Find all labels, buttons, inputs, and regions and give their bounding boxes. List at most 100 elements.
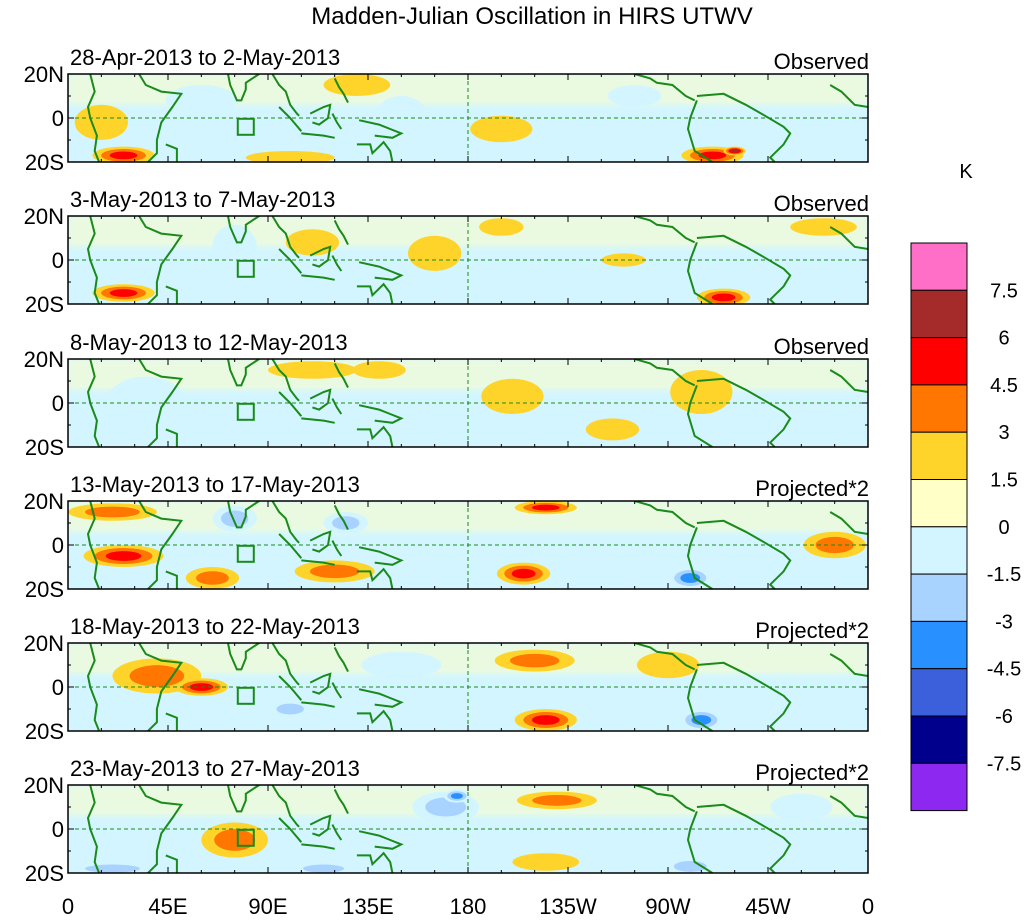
contour-level <box>214 829 256 851</box>
contour-level <box>680 573 701 583</box>
coastline <box>686 385 713 447</box>
coastline <box>138 501 184 589</box>
coastline <box>301 843 335 850</box>
y-tick-label: 0 <box>52 106 64 131</box>
colorbar-swatch <box>910 242 968 291</box>
contour-level <box>220 510 249 527</box>
y-tick-label: 20S <box>25 861 64 886</box>
region-box <box>236 686 255 705</box>
colorbar-label: -3 <box>995 611 1013 633</box>
contour-level <box>531 715 560 725</box>
y-tick-label: 20N <box>24 489 64 514</box>
coastline <box>358 119 404 139</box>
contour-level <box>479 218 524 236</box>
contour-level <box>636 651 700 679</box>
panel-label: Projected*2 <box>755 476 869 501</box>
coastline <box>271 359 300 402</box>
contour-level <box>505 257 586 285</box>
panel-date-range: 18-May-2013 to 22-May-2013 <box>70 614 360 639</box>
coastline <box>301 701 335 708</box>
colorbar: 7.5 6 4.5 3 1.5 0 -1.5 -3 -4.5 -6 -7.5 <box>910 242 1021 812</box>
coastline <box>356 425 394 447</box>
colorbar-label: -4.5 <box>987 659 1021 681</box>
coastline <box>829 795 868 819</box>
contour-level <box>730 149 739 153</box>
field-anomaly <box>663 857 717 873</box>
contour-level <box>268 361 357 379</box>
field-anomaly <box>83 545 164 567</box>
coastline <box>278 391 303 417</box>
map-panel: 20N 0 20S 3-May-2013 to 7-May-2013 Observed <box>24 187 869 317</box>
y-tick-label: 20N <box>24 204 64 229</box>
panel-date-range: 13-May-2013 to 17-May-2013 <box>70 472 360 497</box>
colorbar-label: -7.5 <box>987 753 1021 775</box>
coastline <box>278 533 303 559</box>
contour-level <box>481 378 544 414</box>
coastline <box>309 672 332 695</box>
field-anomaly <box>470 115 533 143</box>
coastline <box>333 646 349 673</box>
contour-level <box>691 715 712 725</box>
colorbar-swatch <box>910 289 968 339</box>
field-anomaly <box>268 361 357 379</box>
y-tick-label: 20S <box>25 435 64 460</box>
coastline <box>331 540 343 557</box>
coastline <box>686 811 713 873</box>
coastline <box>278 248 303 274</box>
contour-level <box>323 74 391 96</box>
coastline <box>333 219 349 246</box>
panel-date-range: 8-May-2013 to 12-May-2013 <box>70 330 348 355</box>
coastline <box>301 132 335 139</box>
field-anomaly <box>352 361 406 379</box>
coastline <box>634 643 696 671</box>
coastline <box>227 216 260 244</box>
y-tick-label: 20N <box>24 773 64 798</box>
field-anomaly <box>770 793 833 821</box>
field-anomaly <box>92 146 155 162</box>
contour-level <box>129 665 185 687</box>
coastline <box>165 428 178 447</box>
coastline <box>333 504 349 531</box>
field-anomaly <box>608 85 662 107</box>
y-tick-label: 0 <box>52 248 64 273</box>
coastline <box>333 362 349 389</box>
field-anomaly <box>679 709 724 731</box>
coastline <box>634 501 696 529</box>
colorbar-label: -6 <box>995 706 1013 728</box>
coastline <box>227 359 260 387</box>
coastline <box>227 785 260 813</box>
panel-label: Projected*2 <box>755 618 869 643</box>
contour-level <box>532 794 582 806</box>
field-anomaly <box>408 235 462 271</box>
coastline <box>271 785 300 828</box>
y-tick-label: 20S <box>25 292 64 317</box>
y-tick-label: 20S <box>25 577 64 602</box>
contour-level <box>512 853 580 871</box>
contour-level <box>511 568 536 579</box>
x-tick-label: 45E <box>148 894 187 919</box>
x-tick-label: 90E <box>248 894 287 919</box>
coastline <box>278 675 303 701</box>
colorbar-swatch <box>910 479 968 528</box>
region-box <box>236 828 255 847</box>
coastline <box>309 245 332 268</box>
contour-level <box>608 85 662 107</box>
coastline <box>686 669 713 731</box>
field-anomaly <box>496 562 551 585</box>
y-tick-label: 0 <box>52 391 64 416</box>
field-anomaly <box>790 218 857 236</box>
coastline <box>358 688 404 708</box>
field-anomaly <box>74 104 128 140</box>
map-panel: 20N 0 20S 28-Apr-2013 to 2-May-2013 Observed <box>24 45 869 175</box>
contour-level <box>74 104 128 140</box>
coastline <box>333 788 349 815</box>
colorbar-swatch <box>910 431 968 481</box>
coastline <box>356 282 394 304</box>
coastline <box>227 501 260 529</box>
coastline <box>634 216 696 244</box>
contour-level <box>85 864 140 873</box>
x-tick-label: 0 <box>62 894 74 919</box>
contour-level <box>105 551 142 561</box>
y-tick-label: 20S <box>25 719 64 744</box>
contour-level <box>470 115 533 143</box>
